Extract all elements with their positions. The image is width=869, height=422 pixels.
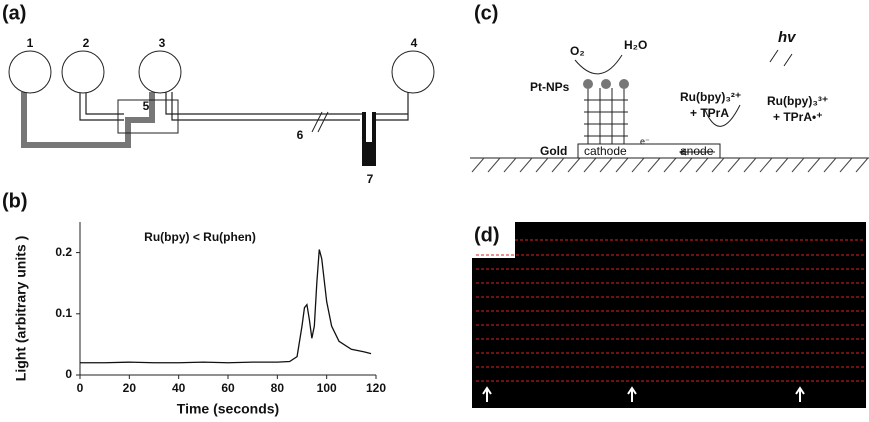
chart-title: Ru(bpy) < Ru(phen): [144, 230, 256, 244]
x-tick-label: 80: [271, 381, 285, 395]
label: 1: [27, 36, 34, 50]
arrow: [574, 54, 623, 75]
label: O₂: [570, 44, 585, 58]
label: Ru(bpy)₃²⁺: [680, 90, 741, 104]
x-tick-label: 60: [221, 381, 235, 395]
chart: 0 20 40 60 80 100 120 0 0.1 0.2 Ru(bpy) < Ru(phen)…: [13, 222, 386, 417]
y-tick-label: 0.2: [55, 245, 72, 259]
label: H₂O: [624, 38, 647, 52]
reservoir: [391, 50, 435, 94]
panel-label: (d): [474, 224, 500, 246]
label: cathode: [584, 144, 627, 158]
label: + TPrA: [690, 106, 729, 120]
flow-diagram: 1 2 3 4 5 6 7: [8, 36, 435, 186]
probes: [584, 88, 628, 144]
nanoparticle: [601, 79, 611, 89]
panel-label: (c): [474, 2, 498, 24]
reservoir: [8, 50, 52, 94]
y-tick-label: 0: [65, 367, 72, 381]
panel-label: (a): [2, 2, 26, 24]
x-tick-label: 0: [77, 381, 84, 395]
break-mark: [311, 111, 329, 133]
x-axis-title: Time (seconds): [177, 401, 279, 417]
data-line: [80, 249, 372, 364]
panel-label: (b): [2, 190, 28, 212]
label: 5: [143, 99, 150, 113]
electrode-diagram: O₂ H₂O hv Pt-NPs Ru(bpy)₃²⁺ + TPrA Ru(bp…: [470, 29, 869, 173]
arrow: [769, 49, 793, 67]
image: [472, 222, 866, 408]
x-tick-label: 20: [123, 381, 137, 395]
label: 6: [297, 128, 304, 142]
tube: [79, 92, 409, 121]
hatch: [471, 157, 869, 173]
label: 7: [367, 172, 374, 186]
axes: [79, 222, 376, 376]
reservoir: [138, 50, 182, 94]
detector-well: [366, 112, 372, 142]
image-area: [472, 222, 866, 408]
arrow: [678, 148, 715, 156]
label: Pt-NPs: [530, 80, 570, 94]
label: anode: [680, 144, 714, 158]
x-tick-label: 100: [317, 381, 337, 395]
reservoir: [61, 50, 105, 94]
label: hv: [778, 29, 797, 46]
mixing-box: [117, 99, 179, 134]
x-tick-label: 120: [366, 381, 386, 395]
label: 4: [411, 36, 418, 50]
nanoparticle: [619, 79, 629, 89]
label: + TPrA•⁺: [773, 110, 823, 124]
label: 2: [83, 36, 90, 50]
label: 3: [159, 36, 166, 50]
label: Gold: [540, 144, 567, 158]
nanoparticle: [583, 79, 593, 89]
y-tick-label: 0.1: [55, 306, 72, 320]
arrow: [482, 386, 805, 402]
label: e⁻: [640, 136, 650, 146]
x-tick-label: 40: [172, 381, 186, 395]
label: Ru(bpy)₃³⁺: [767, 94, 828, 108]
arrow: [704, 104, 741, 127]
y-axis-title: Light (arbitrary units ): [13, 236, 29, 381]
